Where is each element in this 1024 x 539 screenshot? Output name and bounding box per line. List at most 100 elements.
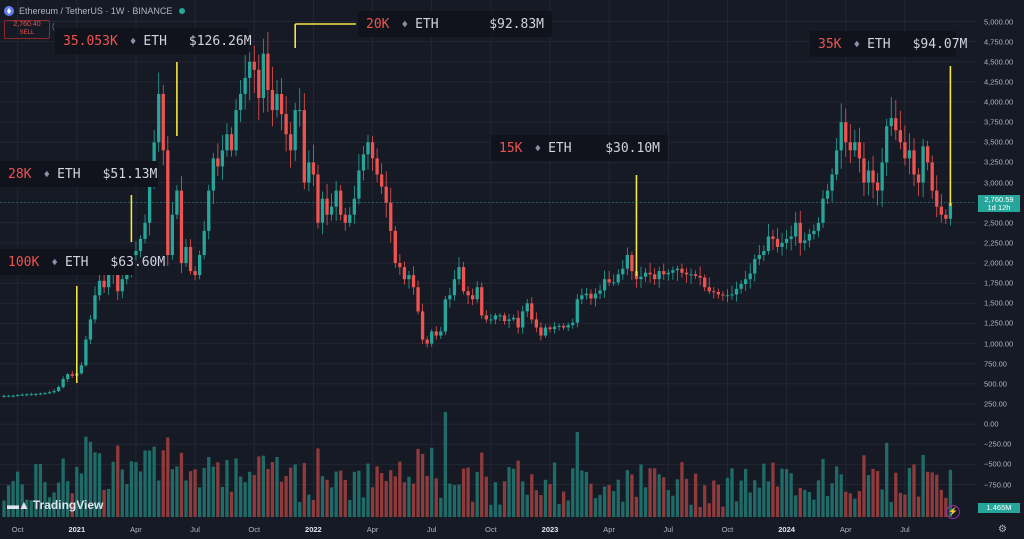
price-tick-label: 0.00 <box>984 419 999 429</box>
volume-bar <box>184 480 188 517</box>
volume-bar <box>725 477 730 517</box>
candle-body <box>361 154 366 171</box>
volume-bar <box>571 468 575 517</box>
candle-body <box>430 331 434 344</box>
volume-bar <box>835 466 839 517</box>
time-tick-label: Jul <box>900 525 910 534</box>
candle-body <box>120 279 124 292</box>
bolt-icon[interactable]: ⚡ <box>946 505 960 519</box>
candle-body <box>730 294 734 296</box>
volume-bar <box>56 482 61 517</box>
volume-bar <box>543 479 548 517</box>
volume-bars <box>2 411 953 517</box>
price-tick-label: −250.00 <box>984 439 1012 449</box>
candle-body <box>420 311 425 340</box>
price-axis[interactable]: 5,000.00 4,750.00 4,500.00 4,250.00 4,000.00… <box>976 0 1024 517</box>
volume-bar <box>43 482 47 517</box>
candle-body <box>2 395 6 397</box>
volume-bar <box>630 474 634 517</box>
price-tick-label: 5,000.00 <box>984 17 1014 26</box>
candle-body <box>275 93 279 111</box>
volume-bar <box>721 506 725 517</box>
volume-bar <box>116 445 120 517</box>
volume-bar <box>416 448 420 517</box>
volume-bar <box>712 480 716 517</box>
chart-area[interactable] <box>0 0 976 517</box>
time-tick-label: 2021 <box>68 525 86 534</box>
candle-body <box>948 202 953 219</box>
candlestick-chart[interactable] <box>0 0 976 517</box>
volume-bar <box>334 471 338 517</box>
volume-bar <box>407 476 411 517</box>
volume-bar <box>511 468 516 517</box>
time-tick-label: Oct <box>721 525 734 534</box>
candle-body <box>202 230 206 256</box>
volume-bar <box>216 462 220 517</box>
candle-body <box>480 287 484 316</box>
candle-body <box>643 272 648 277</box>
candle-body <box>875 182 880 191</box>
annotation-usd: $63.60M <box>110 254 166 270</box>
volume-bar <box>302 463 306 517</box>
candle-body <box>434 331 438 336</box>
candle-body <box>939 206 943 215</box>
volume-bar <box>120 469 124 517</box>
volume-bar <box>211 466 215 517</box>
volume-bar <box>666 490 670 517</box>
annotation-20k: 20K ♦ ETH $92.83M <box>358 11 552 37</box>
volume-bar <box>775 486 780 517</box>
eth-icon: ♦ <box>43 167 51 181</box>
symbol-header[interactable]: Ethereum / TetherUS · 1W · BINANCE <box>4 3 186 19</box>
volume-bar <box>452 485 457 517</box>
volume-bar <box>866 475 871 517</box>
volume-bar <box>320 476 325 517</box>
candle-body <box>744 279 748 285</box>
candle-body <box>284 114 288 135</box>
volume-bar <box>739 480 743 517</box>
candle-body <box>502 315 507 322</box>
candle-body <box>625 255 629 269</box>
volume-bar <box>848 493 852 517</box>
volume-bar <box>880 489 884 517</box>
volume-bar <box>839 474 843 517</box>
price-tick-label: 4,000.00 <box>984 97 1014 107</box>
candle-body <box>566 325 570 328</box>
candle-body <box>471 295 475 300</box>
candle-body <box>771 236 775 239</box>
eth-icon: ♦ <box>129 34 137 48</box>
candle-body <box>871 170 875 183</box>
volume-bar <box>147 450 152 517</box>
annotation-usd: $92.83M <box>489 16 544 32</box>
volume-bar <box>807 492 811 517</box>
sell-button[interactable]: 2,760.40 SELL <box>4 20 50 39</box>
volume-bar <box>252 474 256 517</box>
eth-icon: ♦ <box>853 37 861 51</box>
volume-bar <box>612 491 616 517</box>
candle-body <box>698 275 702 278</box>
volume-bar <box>616 479 620 517</box>
volume-bar <box>2 500 6 517</box>
candle-body <box>721 294 725 296</box>
volume-bar <box>643 487 648 517</box>
volume-bar <box>639 464 643 517</box>
volume-bar <box>111 461 115 517</box>
tradingview-logo[interactable]: ▬▲ TradingView <box>7 498 103 512</box>
annotation-amount: 20K <box>366 16 390 32</box>
annotation-35k: 35K ♦ ETH $94.07M <box>810 31 967 57</box>
volume-bar <box>47 497 52 517</box>
time-axis[interactable]: Oct 2021 Apr Jul Oct 2022 Apr Jul Oct 2023 Apr Jul O… <box>0 517 976 539</box>
settings-gear-icon[interactable]: ⚙ <box>998 524 1007 535</box>
volume-bar <box>75 466 79 517</box>
candle-body <box>320 198 325 223</box>
time-tick-label: Apr <box>839 525 852 534</box>
volume-bar <box>384 480 388 517</box>
candle-body <box>211 158 215 191</box>
candle-body <box>366 142 370 155</box>
candle-body <box>571 322 575 326</box>
candle-body <box>753 259 757 274</box>
candle-body <box>716 292 720 295</box>
candle-body <box>6 395 11 397</box>
candle-body <box>907 150 912 159</box>
volume-bar <box>175 466 179 517</box>
candle-body <box>20 394 24 396</box>
